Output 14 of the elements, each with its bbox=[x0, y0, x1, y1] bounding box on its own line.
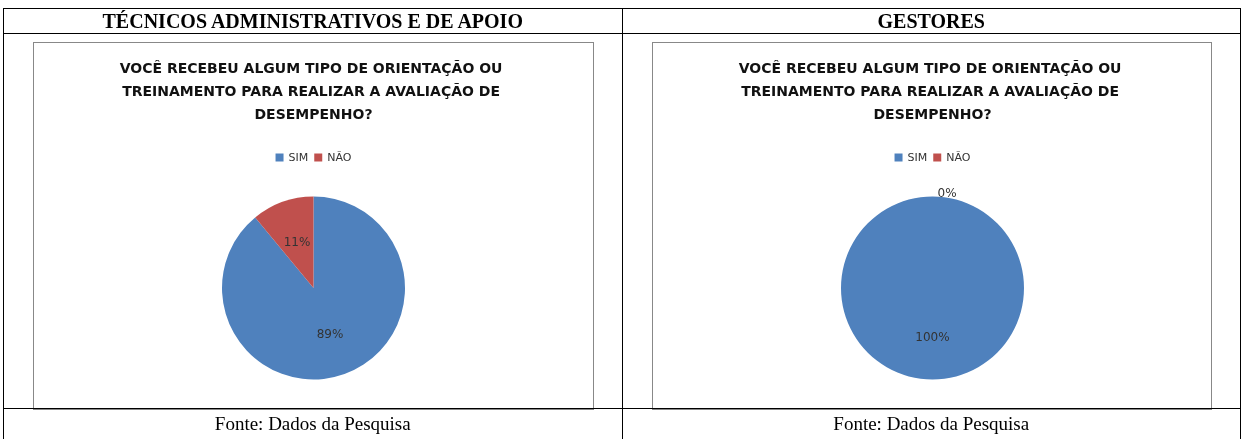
text: 0% bbox=[937, 185, 957, 200]
data-label: 100% bbox=[914, 329, 950, 344]
chart-title: TÉCNICOS ADMINISTRATIVOS E DE APOIO bbox=[4, 9, 622, 34]
legend-label: SIM bbox=[288, 151, 309, 164]
chart-subtitle: VOCÊ RECEBEU ALGUM TIPO DE ORIENTAÇÃO OU TREINAMENTO PARA REALIZAR A AVALIAÇÃO DE DESEMPENHO? bbox=[738, 59, 1126, 122]
legend-label: SIM bbox=[907, 151, 927, 164]
legend-label: NÃO bbox=[945, 151, 971, 164]
chart-title: GESTORES bbox=[622, 9, 1240, 34]
data-label: 89% bbox=[316, 326, 344, 341]
source-note: Fonte: Dados da Pesquisa bbox=[622, 408, 1240, 439]
chart-subtitle: VOCÊ RECEBEU ALGUM TIPO DE ORIENTAÇÃO OU TREINAMENTO PARA REALIZAR A AVALIAÇÃO DE DESEMPENHO? bbox=[119, 59, 508, 122]
source-note: Fonte: Dados da Pesquisa bbox=[4, 408, 622, 439]
data-label: 11% bbox=[283, 235, 311, 250]
legend-label: NÃO bbox=[327, 151, 352, 164]
